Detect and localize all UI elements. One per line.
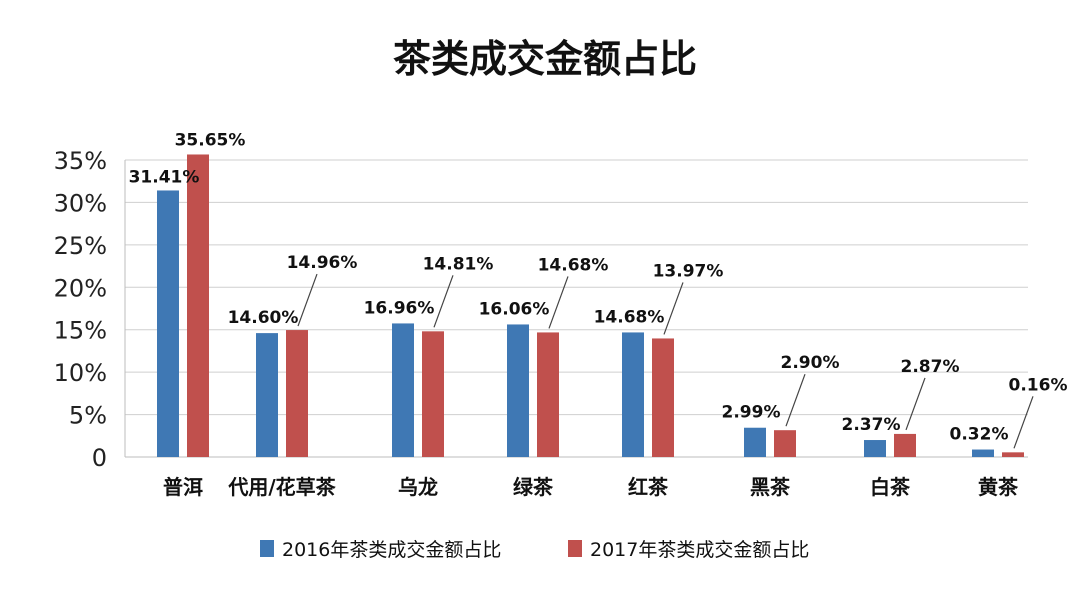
bar-2017 [187,154,209,457]
data-label: 2.99% [722,403,781,423]
data-label: 14.81% [423,254,494,274]
legend-swatch [568,540,582,557]
x-tick-label: 普洱 [163,475,203,499]
data-label: 0.32% [950,425,1009,445]
data-label: 35.65% [175,130,246,150]
bar-2017 [422,331,444,457]
data-label: 16.06% [479,299,550,319]
data-label: 2.90% [781,353,840,373]
x-axis: 普洱 代用/花草茶 乌龙 绿茶 红茶 黑茶 白茶 黄茶 [163,475,1019,499]
data-label: 31.41% [129,167,200,187]
legend-label: 2016年茶类成交金额占比 [282,539,501,561]
bar-2016 [392,323,414,457]
y-tick-label: 0 [92,444,107,472]
data-label: 0.16% [1009,375,1068,395]
x-tick-label: 黄茶 [978,475,1019,499]
bar-2016 [622,332,644,457]
x-tick-label: 绿茶 [513,475,554,499]
bars [157,154,1024,457]
label-leader-line [663,282,684,335]
bar-2017 [652,338,674,457]
label-leader-line [785,373,806,427]
y-tick-label: 25% [54,232,107,260]
label-leader-line [433,275,454,328]
x-tick-label: 红茶 [628,475,669,499]
y-tick-label: 30% [54,189,107,217]
y-tick-label: 35% [54,147,107,175]
bar-2016 [864,440,886,457]
label-leader-line [548,276,569,329]
label-leader-line [297,273,318,327]
y-tick-label: 20% [54,274,107,302]
y-tick-label: 15% [54,317,107,345]
y-tick-label: 10% [54,359,107,387]
legend-swatch [260,540,274,557]
x-tick-label: 代用/花草茶 [227,475,336,499]
data-label: 14.96% [287,253,358,273]
bar-2016 [507,324,529,457]
data-label: 2.87% [901,357,960,377]
x-tick-label: 黑茶 [750,475,791,499]
chart-title: 茶类成交金额占比 [393,37,697,81]
bar-2016 [256,333,278,457]
legend: 2016年茶类成交金额占比 2017年茶类成交金额占比 [260,539,809,561]
y-axis: 0 5% 10% 15% 20% 25% 30% 35% [54,147,126,472]
legend-label: 2017年茶类成交金额占比 [590,539,809,561]
bar-2017 [537,332,559,457]
label-leader-line [1013,396,1034,449]
data-label: 16.96% [364,298,435,318]
y-tick-label: 5% [69,402,107,430]
x-tick-label: 乌龙 [398,475,438,499]
bar-2017 [286,330,308,457]
data-label: 14.68% [594,307,665,327]
bar-2016 [972,449,994,457]
bar-2017 [1002,452,1024,457]
data-label: 14.60% [228,308,299,328]
bar-2017 [894,433,916,457]
data-label: 14.68% [538,255,609,275]
bar-2016 [744,427,766,457]
bar-2016 [157,190,179,457]
label-leader-line [905,377,926,431]
data-label: 2.37% [842,415,901,435]
x-tick-label: 白茶 [870,475,911,499]
data-label: 13.97% [653,261,724,281]
bar-2017 [774,430,796,457]
data-labels: 31.41% 35.65% 14.60% 14.96% 16.96% 14.81% 16.0… [129,130,1068,449]
